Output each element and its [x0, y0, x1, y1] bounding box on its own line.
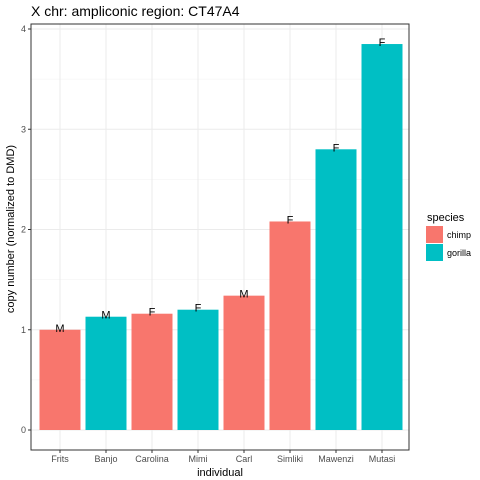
bar-frits: [39, 329, 81, 430]
y-axis-title: copy number (normalized to DMD): [5, 145, 17, 313]
x-tick-label: Simliki: [277, 454, 303, 464]
legend-label-gorilla: gorilla: [447, 248, 471, 258]
bar-label-frits: M: [55, 323, 64, 335]
bar-label-mawenzi: F: [333, 142, 340, 154]
x-tick-label: Carl: [236, 454, 253, 464]
y-tick-label: 0: [21, 425, 26, 435]
y-tick-label: 1: [21, 325, 26, 335]
bar-carolina: [131, 313, 173, 430]
bar-label-carl: M: [239, 289, 248, 301]
bar-mawenzi: [315, 149, 357, 431]
x-tick-label: Mawenzi: [318, 454, 354, 464]
y-tick-label: 4: [21, 24, 26, 34]
bar-label-carolina: F: [149, 307, 156, 319]
legend-title: species: [427, 212, 465, 224]
legend-key-chimp: [426, 226, 443, 243]
x-tick-label: Mimi: [189, 454, 208, 464]
bar-label-mutasi: F: [379, 37, 386, 49]
bar-label-simliki: F: [287, 214, 294, 226]
legend-label-chimp: chimp: [447, 230, 471, 240]
y-tick-label: 3: [21, 124, 26, 134]
bar-simliki: [269, 221, 311, 430]
y-tick-label: 2: [21, 225, 26, 235]
bar-mimi: [177, 309, 219, 430]
bar-banjo: [85, 316, 127, 430]
x-tick-label: Frits: [51, 454, 69, 464]
legend-key-gorilla: [426, 244, 443, 261]
x-axis-title: individual: [197, 467, 243, 479]
plot-area: 0 1 2 3 4 M Frits M Banjo F Carolina F Mimi M Carl F Sim…: [21, 23, 410, 464]
x-tick-label: Banjo: [94, 454, 117, 464]
x-tick-label: Mutasi: [369, 454, 396, 464]
bar-carl: [223, 295, 265, 430]
bar-mutasi: [361, 44, 403, 430]
legend: species chimp gorilla: [426, 212, 471, 261]
chart-title: X chr: ampliconic region: CT47A4: [31, 3, 240, 19]
bar-label-banjo: M: [101, 310, 110, 322]
panel-border: [30, 23, 410, 451]
x-tick-label: Carolina: [135, 454, 169, 464]
bar-label-mimi: F: [195, 303, 202, 315]
